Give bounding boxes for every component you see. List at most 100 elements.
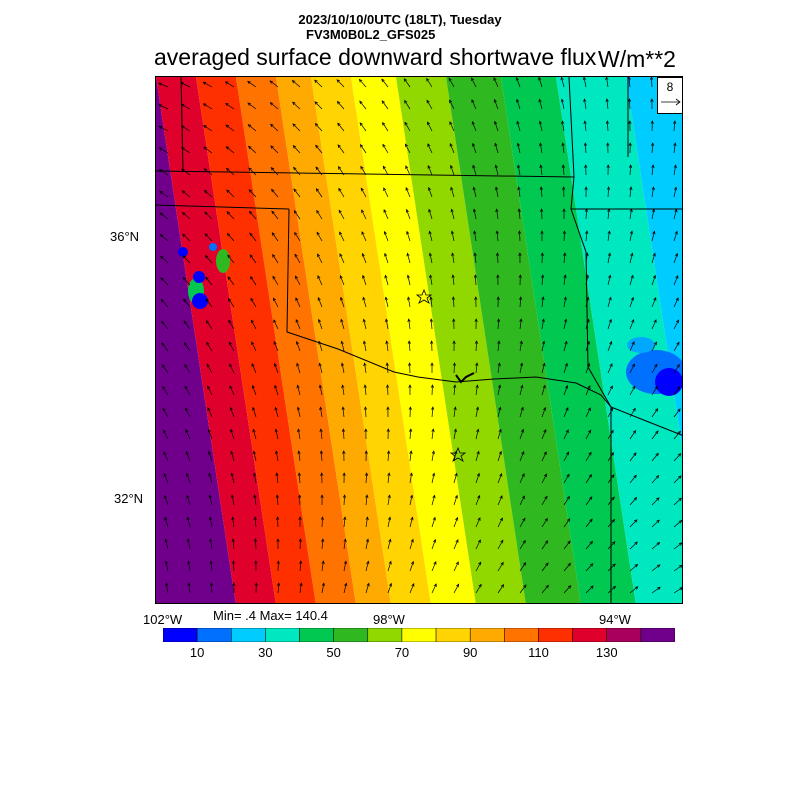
wind-vector-head — [474, 318, 478, 322]
wind-vector-head — [226, 211, 231, 215]
wind-vector — [494, 143, 499, 154]
wind-vector — [651, 297, 657, 308]
wind-vector — [629, 475, 637, 484]
wind-vector-head — [496, 296, 500, 300]
wind-vector-head — [655, 452, 659, 457]
wind-vector-head — [321, 560, 325, 565]
wind-vector-head — [295, 340, 300, 345]
wind-vector-head — [609, 385, 613, 390]
wind-vector-head — [540, 252, 544, 256]
wind-vector-head — [608, 274, 612, 279]
wind-vector — [497, 517, 503, 528]
wind-vector-head — [362, 296, 366, 301]
wind-vector-head — [677, 453, 682, 457]
wind-vector — [316, 232, 323, 242]
wind-vector-head — [500, 584, 505, 588]
wind-vector — [495, 187, 499, 198]
wind-vector-head — [448, 77, 452, 82]
wind-vector-head — [449, 121, 453, 125]
wind-vector-head — [271, 210, 275, 215]
wind-vector-head — [429, 318, 433, 322]
wind-vector-head — [679, 564, 682, 569]
wind-vector — [227, 254, 235, 264]
wind-vector — [207, 385, 213, 396]
wind-vector — [607, 209, 610, 220]
wind-vector — [387, 495, 390, 506]
wind-vector — [651, 519, 660, 528]
wind-vector-head — [182, 276, 187, 281]
wind-vector — [270, 102, 279, 110]
wind-vector-head — [247, 145, 252, 150]
wind-vector — [673, 542, 682, 550]
wind-vector — [342, 407, 345, 418]
wind-vector — [210, 561, 213, 572]
wind-vector-head — [319, 428, 323, 433]
wind-vector-head — [607, 252, 612, 257]
wind-vector — [337, 144, 345, 154]
colorbar-tick-label: 90 — [462, 645, 478, 660]
wind-vector-head — [455, 539, 459, 543]
wind-vector — [387, 473, 390, 484]
wind-vector — [452, 275, 455, 286]
wind-vector — [497, 495, 503, 506]
wind-vector — [319, 385, 323, 396]
wind-vector — [253, 451, 257, 462]
wind-vector — [541, 429, 547, 440]
wind-vector — [517, 165, 521, 176]
wind-vector — [317, 275, 323, 286]
wind-vector-head — [381, 100, 385, 104]
wind-vector-head — [495, 208, 499, 213]
wind-vector-head — [656, 541, 661, 546]
wind-vector-head — [653, 341, 657, 346]
wind-vector-head — [208, 516, 213, 521]
wind-vector-head — [293, 166, 297, 171]
wind-vector — [585, 231, 588, 242]
wind-vector — [209, 517, 213, 528]
wind-vector-head — [231, 538, 235, 542]
wind-vector — [651, 275, 656, 286]
wind-vector — [271, 210, 279, 220]
wind-vector-head — [605, 120, 610, 124]
wind-vector — [431, 451, 435, 462]
wind-vector-head — [384, 296, 388, 301]
wind-vector — [430, 319, 433, 330]
wind-vector — [673, 497, 682, 506]
wind-vector-head — [431, 428, 435, 433]
wind-vector — [651, 364, 658, 374]
wind-vector — [277, 583, 280, 594]
wind-vector — [519, 584, 527, 594]
wind-vector — [382, 144, 389, 154]
wind-vector-head — [224, 81, 229, 85]
wind-vector — [475, 340, 477, 352]
wind-vector-head — [431, 406, 435, 410]
wind-vector-head — [164, 560, 168, 565]
flux-band — [351, 77, 476, 603]
wind-vector-head — [561, 142, 565, 147]
wind-vector — [362, 297, 367, 308]
wind-vector — [471, 77, 477, 88]
wind-vector — [673, 143, 676, 154]
wind-vector — [299, 561, 302, 572]
wind-vector — [585, 496, 593, 506]
wind-vector-head — [365, 538, 370, 543]
wind-vector-head — [360, 143, 364, 148]
low-flux-patches — [178, 243, 682, 396]
wind-vector — [673, 520, 682, 528]
wind-vector — [541, 496, 548, 506]
wind-vector — [336, 79, 345, 88]
wind-vector — [406, 209, 411, 220]
wind-vector-head — [450, 208, 454, 213]
wind-vector-head — [493, 98, 497, 103]
wind-vector-head — [158, 147, 163, 151]
wind-vector — [249, 254, 257, 264]
flux-band — [446, 77, 581, 603]
wind-vector-head — [477, 539, 481, 544]
wind-vector-head — [451, 274, 455, 279]
wind-vector — [519, 473, 525, 484]
wind-vector-head — [363, 384, 367, 388]
wind-vector — [343, 561, 347, 572]
wind-vector-head — [540, 208, 544, 212]
wind-vector — [453, 539, 459, 550]
wind-vector-head — [498, 450, 502, 455]
wind-vector — [365, 517, 368, 528]
